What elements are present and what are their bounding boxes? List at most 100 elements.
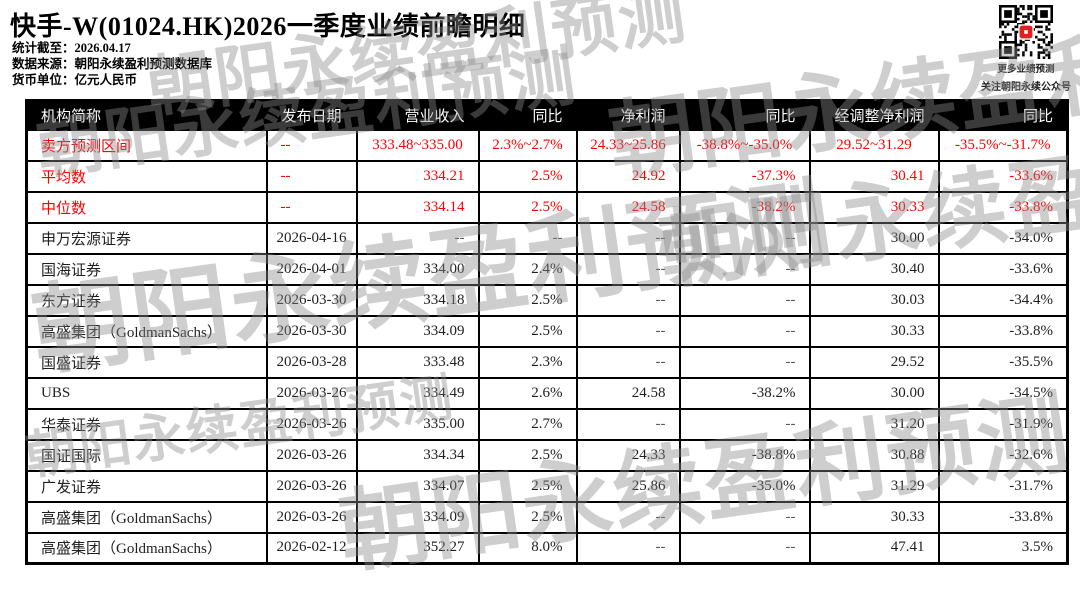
publish-date-cell: 2026-04-16 bbox=[265, 221, 358, 255]
publish-date-cell: 2026-03-28 bbox=[265, 345, 358, 379]
adj-net-profit-cell: 31.20 bbox=[808, 407, 940, 441]
net-profit-yoy-cell: -38.2% bbox=[678, 190, 811, 224]
net-profit-cell: 24.58 bbox=[575, 190, 681, 224]
meta-value: 亿元人民币 bbox=[74, 73, 138, 87]
adj-net-profit-yoy-cell: -33.6% bbox=[937, 252, 1069, 286]
revenue-cell: 333.48 bbox=[355, 345, 480, 379]
adj-net-profit-yoy-cell: -31.9% bbox=[937, 407, 1069, 441]
net-profit-yoy-cell: -- bbox=[678, 345, 811, 379]
adj-net-profit-cell: 30.33 bbox=[808, 314, 940, 348]
publish-date-cell: -- bbox=[265, 159, 358, 193]
revenue-cell: 333.48~335.00 bbox=[355, 128, 480, 162]
column-header: 营业收入 bbox=[355, 99, 480, 131]
net-profit-cell: -- bbox=[575, 252, 681, 286]
net-profit-cell: -- bbox=[575, 345, 681, 379]
revenue-cell: 334.18 bbox=[355, 283, 480, 317]
column-header: 净利润 bbox=[575, 99, 681, 131]
publish-date-cell: 2026-03-26 bbox=[265, 469, 358, 503]
revenue-cell: 334.21 bbox=[355, 159, 480, 193]
adj-net-profit-yoy-cell: -33.8% bbox=[937, 314, 1069, 348]
net-profit-yoy-cell: -- bbox=[678, 221, 811, 255]
meta-label: 统计截至： bbox=[12, 41, 75, 55]
institution-cell: 高盛集团（GoldmanSachs） bbox=[25, 531, 268, 565]
table-row: 国证国际 2026-03-26 334.34 2.5% 24.33 -38.8% 30.88… bbox=[25, 438, 1069, 472]
adj-net-profit-cell: 30.33 bbox=[808, 190, 940, 224]
adj-net-profit-cell: 30.00 bbox=[808, 221, 940, 255]
institution-cell: 华泰证券 bbox=[25, 407, 268, 441]
adj-net-profit-cell: 30.41 bbox=[808, 159, 940, 193]
revenue-cell: 334.14 bbox=[355, 190, 480, 224]
institution-cell: 高盛集团（GoldmanSachs） bbox=[25, 500, 268, 534]
meta-label: 数据来源： bbox=[12, 57, 75, 71]
net-profit-cell: -- bbox=[575, 314, 681, 348]
net-profit-cell: 24.33 bbox=[575, 438, 681, 472]
summary-row: 中位数 -- 334.14 2.5% 24.58 -38.2% 30.33 -33.8% bbox=[25, 190, 1069, 224]
table-row: 东方证券 2026-03-30 334.18 2.5% -- -- 30.03 -34.4% bbox=[25, 283, 1069, 317]
revenue-cell: 334.07 bbox=[355, 469, 480, 503]
forecast-table: 机构简称 发布日期 营业收入 同比 净利润 同比 经调整净利润 同比 卖方预测区间 -- 333.… bbox=[25, 99, 1069, 565]
publish-date-cell: 2026-03-26 bbox=[265, 438, 358, 472]
qr-block: 更多业绩预测 关注朝阳永续公众号 bbox=[976, 5, 1076, 93]
net-profit-yoy-cell: -38.8%~-35.0% bbox=[678, 128, 811, 162]
revenue-cell: 334.34 bbox=[355, 438, 480, 472]
publish-date-cell: 2026-03-30 bbox=[265, 314, 358, 348]
page-title: 快手-W(01024.HK)2026一季度业绩前瞻明细 bbox=[10, 12, 526, 41]
publish-date-cell: 2026-03-26 bbox=[265, 407, 358, 441]
net-profit-yoy-cell: -- bbox=[678, 500, 811, 534]
table-row: 国盛证券 2026-03-28 333.48 2.3% -- -- 29.52 -35.5% bbox=[25, 345, 1069, 379]
publish-date-cell: 2026-02-12 bbox=[265, 531, 358, 565]
column-header: 机构简称 bbox=[25, 99, 268, 131]
institution-cell: UBS bbox=[25, 376, 268, 410]
revenue-yoy-cell: 2.5% bbox=[477, 314, 578, 348]
revenue-yoy-cell: 2.3%~2.7% bbox=[477, 128, 578, 162]
net-profit-cell: -- bbox=[575, 283, 681, 317]
revenue-cell: 335.00 bbox=[355, 407, 480, 441]
net-profit-cell: -- bbox=[575, 221, 681, 255]
institution-cell: 国盛证券 bbox=[25, 345, 268, 379]
adj-net-profit-yoy-cell: -33.6% bbox=[937, 159, 1069, 193]
net-profit-yoy-cell: -35.0% bbox=[678, 469, 811, 503]
publish-date-cell: 2026-03-30 bbox=[265, 283, 358, 317]
revenue-cell: 334.09 bbox=[355, 314, 480, 348]
revenue-yoy-cell: 2.6% bbox=[477, 376, 578, 410]
column-header: 发布日期 bbox=[265, 99, 358, 131]
column-header: 经调整净利润 bbox=[808, 99, 940, 131]
adj-net-profit-yoy-cell: -33.8% bbox=[937, 190, 1069, 224]
revenue-yoy-cell: -- bbox=[477, 221, 578, 255]
revenue-cell: 334.49 bbox=[355, 376, 480, 410]
net-profit-yoy-cell: -- bbox=[678, 314, 811, 348]
adj-net-profit-yoy-cell: -32.6% bbox=[937, 438, 1069, 472]
net-profit-cell: -- bbox=[575, 500, 681, 534]
meta-stat-date: 统计截至：2026.04.17 bbox=[12, 40, 212, 56]
table-header-row: 机构简称 发布日期 营业收入 同比 净利润 同比 经调整净利润 同比 bbox=[25, 99, 1069, 131]
adj-net-profit-cell: 29.52 bbox=[808, 345, 940, 379]
net-profit-cell: 25.86 bbox=[575, 469, 681, 503]
revenue-cell: 352.27 bbox=[355, 531, 480, 565]
revenue-yoy-cell: 2.5% bbox=[477, 438, 578, 472]
net-profit-cell: -- bbox=[575, 531, 681, 565]
table-row: UBS 2026-03-26 334.49 2.6% 24.58 -38.2% 30.00-… bbox=[25, 376, 1069, 410]
adj-net-profit-cell: 30.40 bbox=[808, 252, 940, 286]
revenue-yoy-cell: 2.7% bbox=[477, 407, 578, 441]
institution-cell: 高盛集团（GoldmanSachs） bbox=[25, 314, 268, 348]
publish-date-cell: -- bbox=[265, 190, 358, 224]
meta-value: 朝阳永续盈利预测数据库 bbox=[74, 57, 213, 71]
adj-net-profit-cell: 29.52~31.29 bbox=[808, 128, 940, 162]
publish-date-cell: 2026-04-01 bbox=[265, 252, 358, 286]
qr-caption-top: 更多业绩预测 bbox=[997, 65, 1055, 75]
summary-row: 卖方预测区间 -- 333.48~335.00 2.3%~2.7% 24.33~25.8… bbox=[25, 128, 1069, 162]
column-header: 同比 bbox=[477, 99, 578, 131]
institution-cell: 申万宏源证券 bbox=[25, 221, 268, 255]
table-row: 广发证券 2026-03-26 334.07 2.5% 25.86 -35.0% 31.29… bbox=[25, 469, 1069, 503]
column-header: 同比 bbox=[937, 99, 1069, 131]
institution-cell: 中位数 bbox=[25, 190, 268, 224]
publish-date-cell: 2026-03-26 bbox=[265, 376, 358, 410]
net-profit-cell: 24.33~25.86 bbox=[575, 128, 681, 162]
adj-net-profit-yoy-cell: -34.4% bbox=[937, 283, 1069, 317]
adj-net-profit-yoy-cell: -35.5% bbox=[937, 345, 1069, 379]
adj-net-profit-yoy-cell: -31.7% bbox=[937, 469, 1069, 503]
summary-row: 平均数 -- 334.21 2.5% 24.92 -37.3% 30.41 -33.6% bbox=[25, 159, 1069, 193]
revenue-yoy-cell: 2.4% bbox=[477, 252, 578, 286]
table-row: 华泰证券 2026-03-26 335.00 2.7% -- -- 31.20 -31.9% bbox=[25, 407, 1069, 441]
